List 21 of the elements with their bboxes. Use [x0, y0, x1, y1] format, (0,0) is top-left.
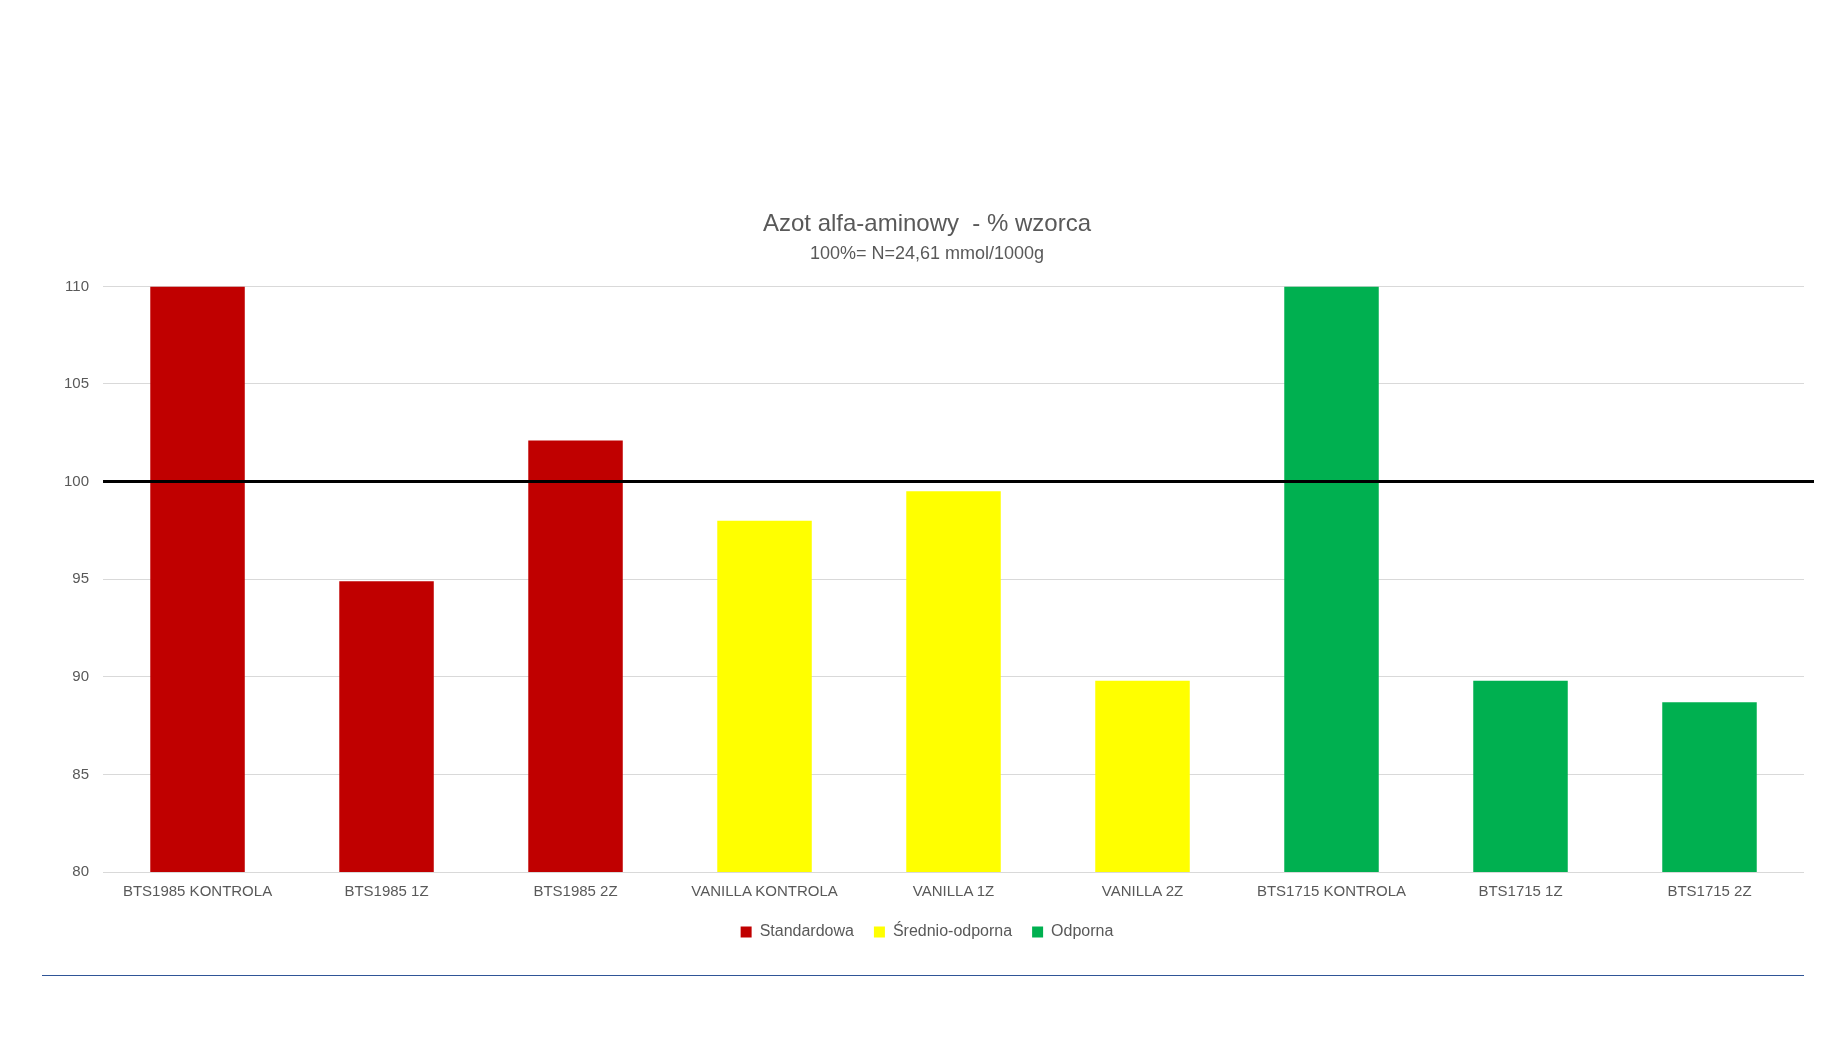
y-tick-label: 80 — [72, 862, 90, 880]
x-tick-label: BTS1715 2Z — [1667, 882, 1752, 900]
x-tick-label: VANILLA 2Z — [1101, 882, 1184, 900]
x-tick-label: BTS1985 2Z — [533, 882, 618, 900]
legend-label: Średnio-odporna — [892, 921, 1013, 940]
y-tick-label: 100 — [64, 471, 90, 489]
x-tick-label: BTS1985 KONTROLA — [122, 882, 273, 900]
x-tick-label: BTS1985 1Z — [344, 882, 429, 900]
y-tick-label: 90 — [72, 666, 90, 684]
legend-label: Standardowa — [759, 922, 855, 940]
x-tick-label: VANILLA 1Z — [912, 882, 995, 900]
y-tick-label: 85 — [72, 764, 90, 782]
x-tick-label: BTS1715 KONTROLA — [1256, 882, 1407, 900]
x-tick-label: VANILLA KONTROLA — [691, 882, 838, 900]
y-tick-label: 95 — [72, 569, 90, 587]
y-tick-label: 105 — [64, 374, 90, 392]
chart-title: Azot alfa-aminowy - % wzorca — [762, 209, 1092, 237]
x-tick-label: BTS1715 1Z — [1478, 882, 1563, 900]
legend-label: Odporna — [1051, 922, 1114, 940]
chart-subtitle: 100%= N=24,61 mmol/1000g — [809, 242, 1045, 263]
y-tick-label: 110 — [65, 276, 90, 294]
